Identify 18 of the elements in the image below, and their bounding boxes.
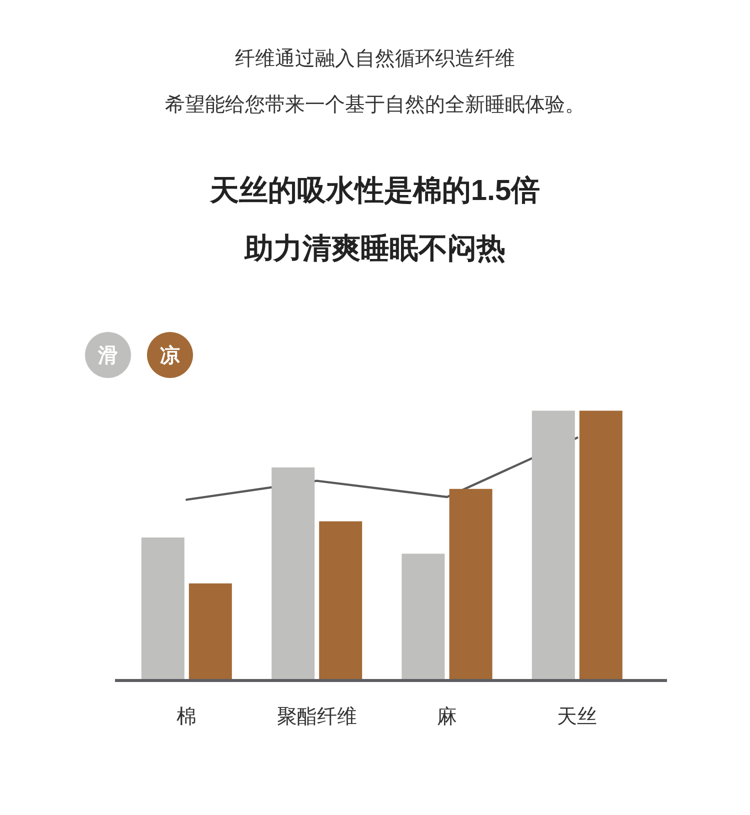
text: 纤维通过融入自然循环织造纤维 (235, 48, 515, 70)
x-tick-label: 棉 (176, 706, 197, 728)
bar (319, 521, 362, 680)
chart-title: 天丝的吸水性是棉的1.5倍 (208, 175, 540, 207)
text: 凉 (160, 344, 180, 367)
bar (141, 538, 184, 680)
bar (402, 554, 445, 680)
x-tick-label: 麻 (436, 706, 457, 728)
chart-subtitle: 助力清爽睡眠不闷热 (244, 233, 506, 265)
bar (272, 467, 315, 680)
x-tick-label: 天丝 (557, 706, 598, 728)
bar (449, 488, 492, 680)
bar (188, 583, 232, 680)
text: 希望能给您带来一个基于自然的全新睡眠体验。 (165, 94, 585, 116)
text: 滑 (97, 345, 118, 367)
x-tick-label: 聚酯纤维 (276, 706, 357, 728)
bar (579, 410, 622, 680)
bar (532, 410, 575, 680)
